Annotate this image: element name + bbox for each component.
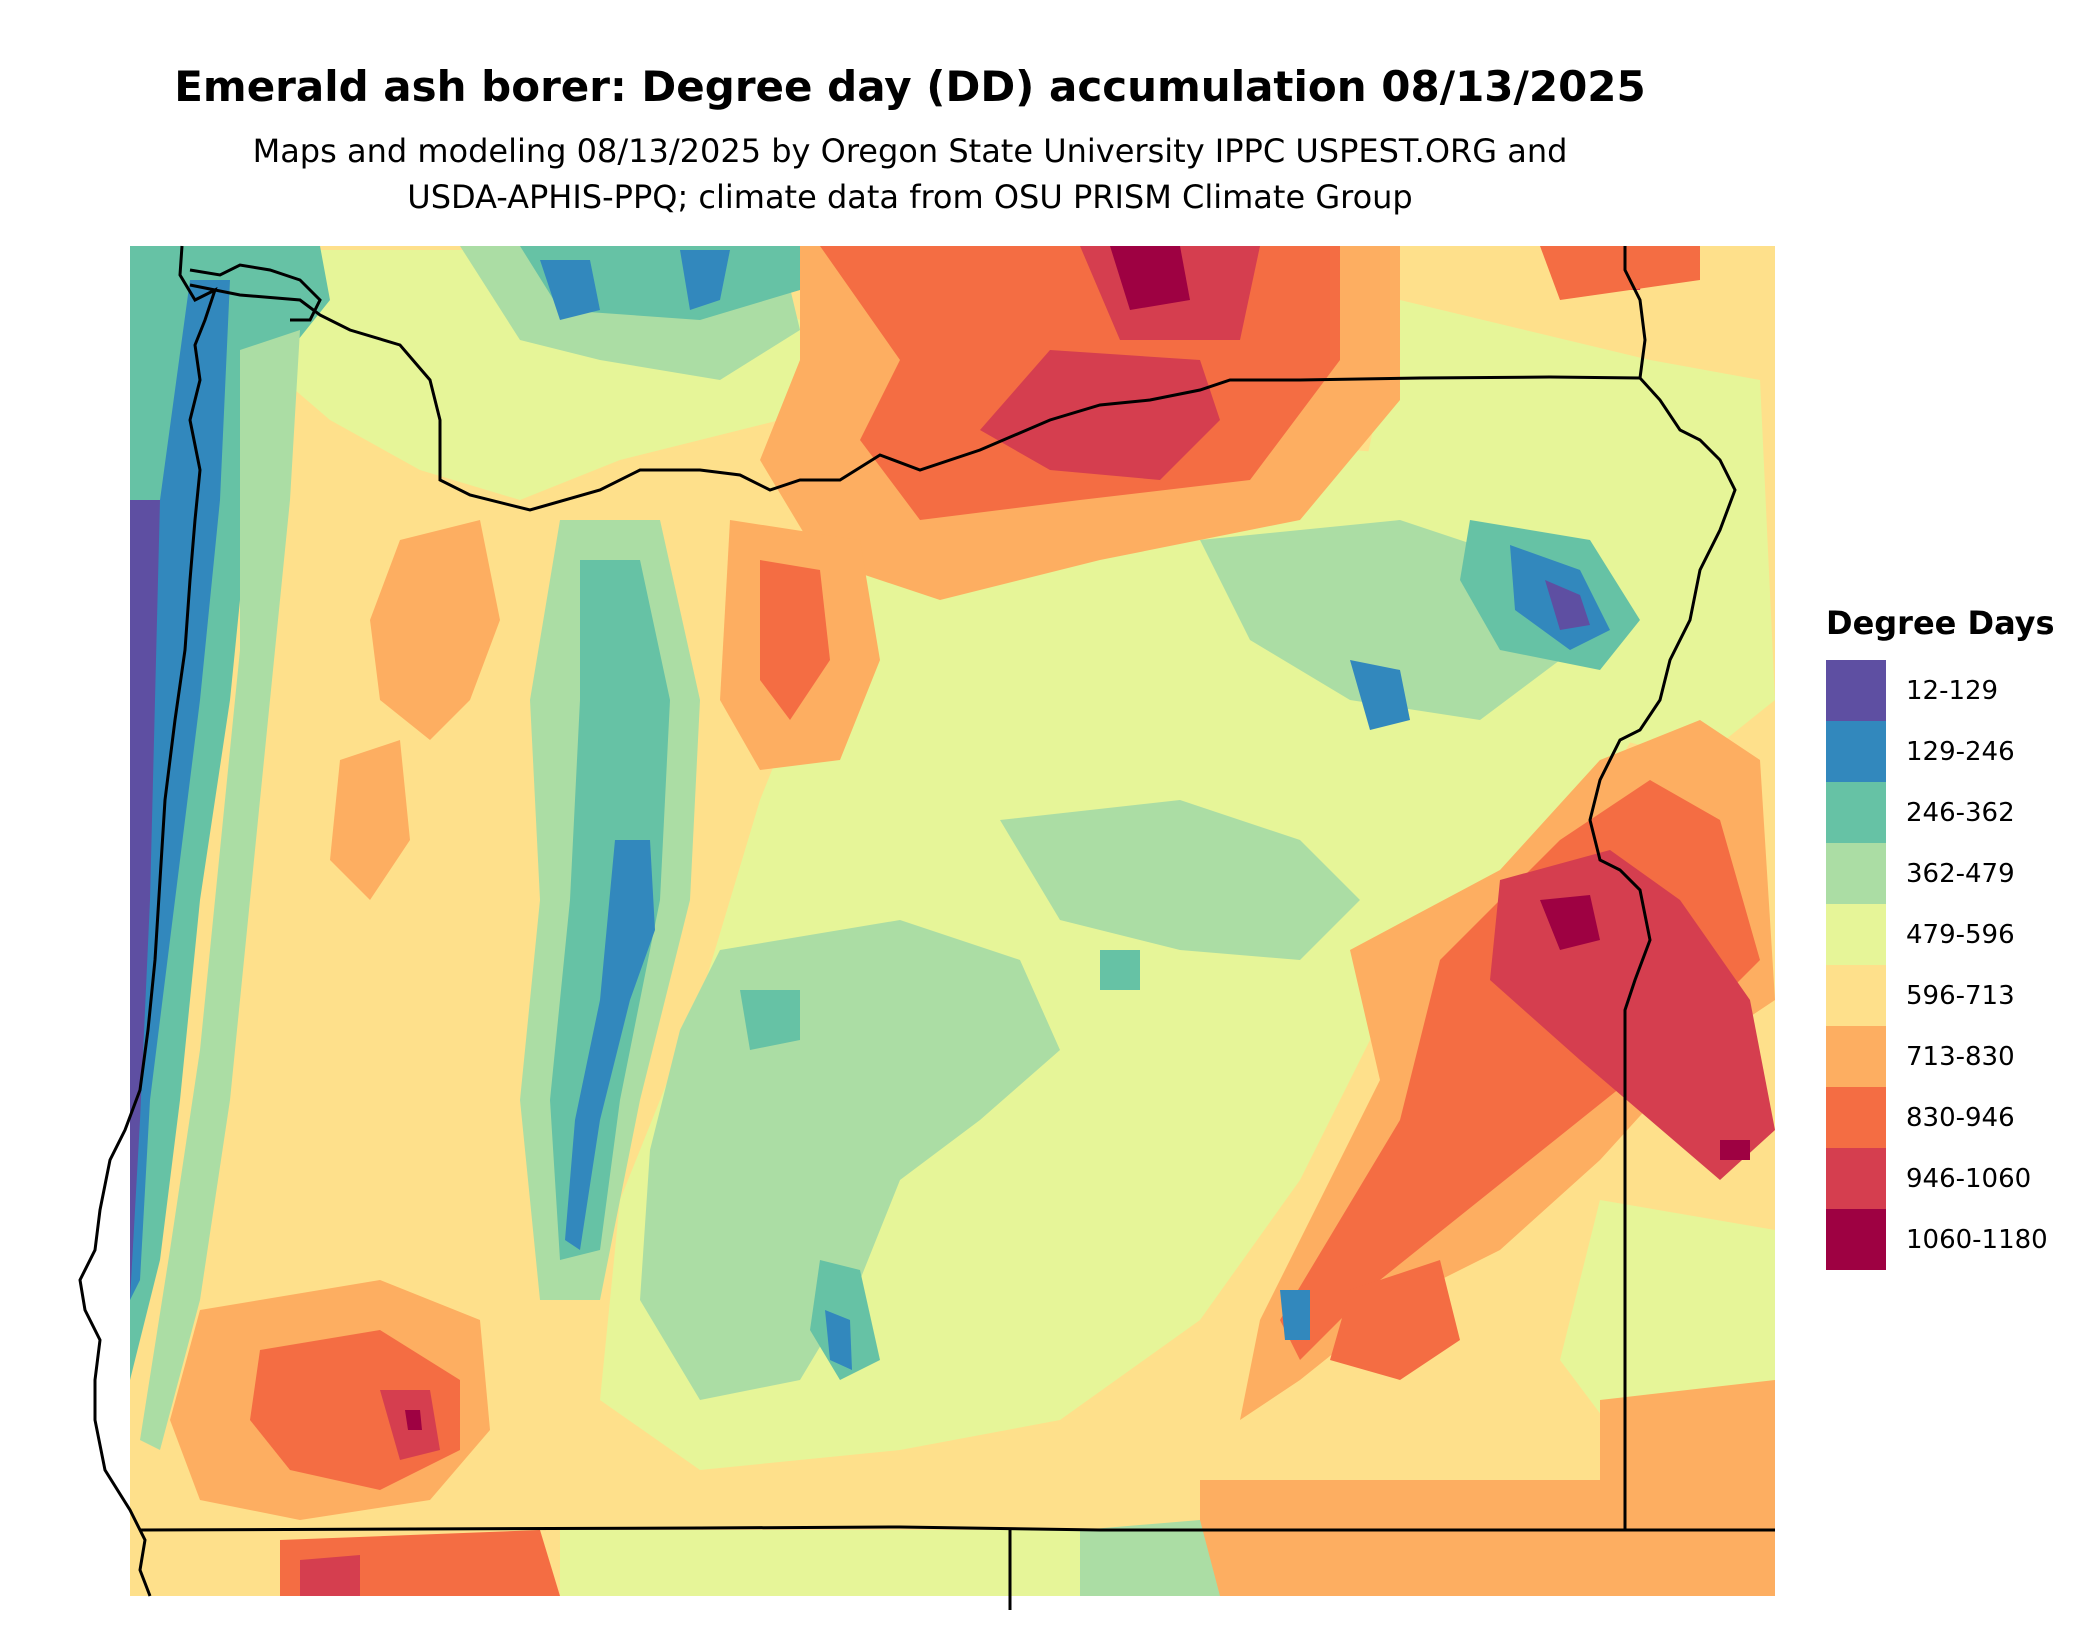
legend-item: 129-246	[1826, 721, 2055, 782]
legend-label: 129-246	[1906, 736, 2015, 767]
zone-362-479-mid	[1000, 800, 1360, 960]
map-subtitle: Maps and modeling 08/13/2025 by Oregon S…	[0, 128, 1820, 220]
zone-362-479-coast	[140, 330, 300, 1450]
legend-swatch	[1826, 965, 1886, 1026]
legend-label: 1060-1180	[1906, 1224, 2048, 1255]
legend-item: 946-1060	[1826, 1148, 2055, 1209]
legend-label: 479-596	[1906, 919, 2015, 950]
zone-1060-1180-snake	[1540, 895, 1600, 950]
zone-946-1060-south	[300, 1555, 360, 1596]
zone-362-479-south	[1080, 1520, 1220, 1596]
legend-items: 12-129 129-246 246-362 362-479 479-596 596-71…	[1826, 660, 2055, 1270]
zone-129-246-cascade	[565, 840, 655, 1250]
legend-label: 12-129	[1906, 675, 1999, 706]
legend-swatch	[1826, 660, 1886, 721]
legend: Degree Days 12-129 129-246 246-362 362-479 4…	[1826, 604, 2055, 1270]
zone-479-596-se	[1560, 1200, 1775, 1440]
legend-item: 830-946	[1826, 1087, 2055, 1148]
coastline	[78, 245, 218, 1597]
zone-713-830-se	[1600, 1380, 1775, 1596]
zone-830-946-ne2	[1540, 246, 1700, 300]
degree-day-map	[78, 245, 1775, 1610]
legend-item: 12-129	[1826, 660, 2055, 721]
legend-title: Degree Days	[1826, 604, 2055, 642]
map-title: Emerald ash borer: Degree day (DD) accum…	[174, 62, 1646, 111]
zone-830-946-se	[1330, 1260, 1460, 1380]
zone-713-830-wv2	[330, 740, 410, 900]
zone-12-129-blue-mtns	[1545, 580, 1590, 630]
zone-129-246-n2	[680, 250, 730, 310]
legend-label: 246-362	[1906, 797, 2015, 828]
zone-1060-1180-ne	[1110, 246, 1190, 310]
state-boundaries	[78, 245, 1775, 1610]
oregon-washington-idaho-border	[1588, 376, 1737, 1530]
subtitle-line-1: Maps and modeling 08/13/2025 by Oregon S…	[252, 132, 1568, 170]
legend-swatch	[1826, 843, 1886, 904]
legend-label: 713-830	[1906, 1041, 2015, 1072]
legend-label: 830-946	[1906, 1102, 2015, 1133]
legend-swatch	[1826, 904, 1886, 965]
legend-label: 946-1060	[1906, 1163, 2032, 1194]
legend-label: 362-479	[1906, 858, 2015, 889]
legend-swatch	[1826, 721, 1886, 782]
legend-item: 596-713	[1826, 965, 2055, 1026]
subtitle-line-2: USDA-APHIS-PPQ; climate data from OSU PR…	[407, 178, 1413, 216]
columbia-river	[189, 283, 1641, 512]
zone-362-479-central	[640, 920, 1060, 1400]
legend-swatch	[1826, 1087, 1886, 1148]
legend-swatch	[1826, 1148, 1886, 1209]
map-raster	[130, 246, 1775, 1596]
legend-label: 596-713	[1906, 980, 2015, 1011]
southern-border	[139, 1525, 1775, 1532]
zone-246-362-spot2	[740, 990, 800, 1050]
zone-946-1060-gorge	[980, 350, 1220, 480]
columbia-estuary	[189, 263, 322, 322]
legend-item: 246-362	[1826, 782, 2055, 843]
zone-479-596-south	[560, 1530, 1080, 1596]
legend-item: 479-596	[1826, 904, 2055, 965]
zone-1060-1180-snake2	[1720, 1140, 1750, 1160]
zone-713-830-valley	[370, 520, 500, 740]
zone-1060-1180-sw	[405, 1410, 422, 1430]
zone-246-362-spot3	[1100, 950, 1140, 990]
legend-item: 1060-1180	[1826, 1209, 2055, 1270]
legend-swatch	[1826, 1026, 1886, 1087]
zone-129-246-c	[1350, 660, 1410, 730]
zone-830-946-deschutes	[760, 560, 830, 720]
legend-item: 362-479	[1826, 843, 2055, 904]
legend-item: 713-830	[1826, 1026, 2055, 1087]
ne-boundary	[1623, 246, 1647, 379]
zone-713-830-south	[1200, 1480, 1600, 1596]
zone-129-246-spot2	[1280, 1290, 1310, 1340]
legend-swatch	[1826, 1209, 1886, 1270]
zone-129-246-n	[540, 260, 600, 320]
zone-129-246-spot1	[825, 1310, 852, 1370]
legend-swatch	[1826, 782, 1886, 843]
